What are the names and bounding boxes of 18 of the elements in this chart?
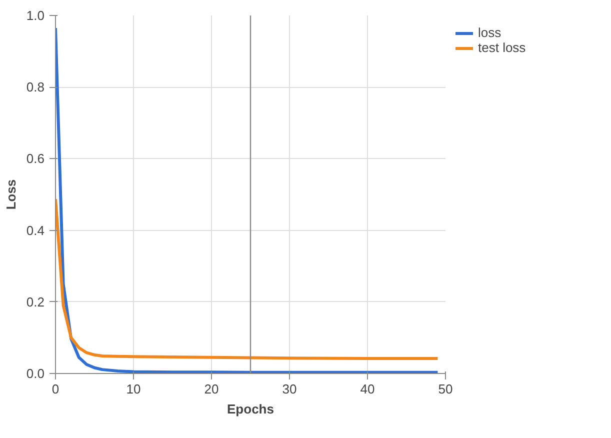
x-tick-label: 10	[126, 382, 141, 396]
x-axis-title: Epochs	[227, 402, 274, 416]
line-series	[56, 26, 440, 374]
legend-label: loss	[478, 25, 502, 40]
x-tick-label: 50	[438, 382, 453, 396]
line-series	[56, 198, 440, 360]
y-axis-title: Loss	[3, 179, 18, 210]
y-tick-label: 0.4	[26, 222, 45, 238]
y-tick-label: 0.0	[26, 366, 45, 381]
legend-label: test loss	[478, 40, 526, 55]
x-tick-label: 0	[52, 382, 60, 396]
x-tick-label: 30	[282, 382, 297, 396]
y-tick-label: 0.6	[26, 151, 45, 166]
y-tick-label: 1.0	[26, 8, 45, 23]
x-tick-label: 40	[360, 382, 375, 396]
y-tick-label: 0.8	[26, 80, 45, 95]
y-tick-label: 0.2	[26, 294, 45, 310]
x-tick-label: 20	[204, 382, 219, 396]
